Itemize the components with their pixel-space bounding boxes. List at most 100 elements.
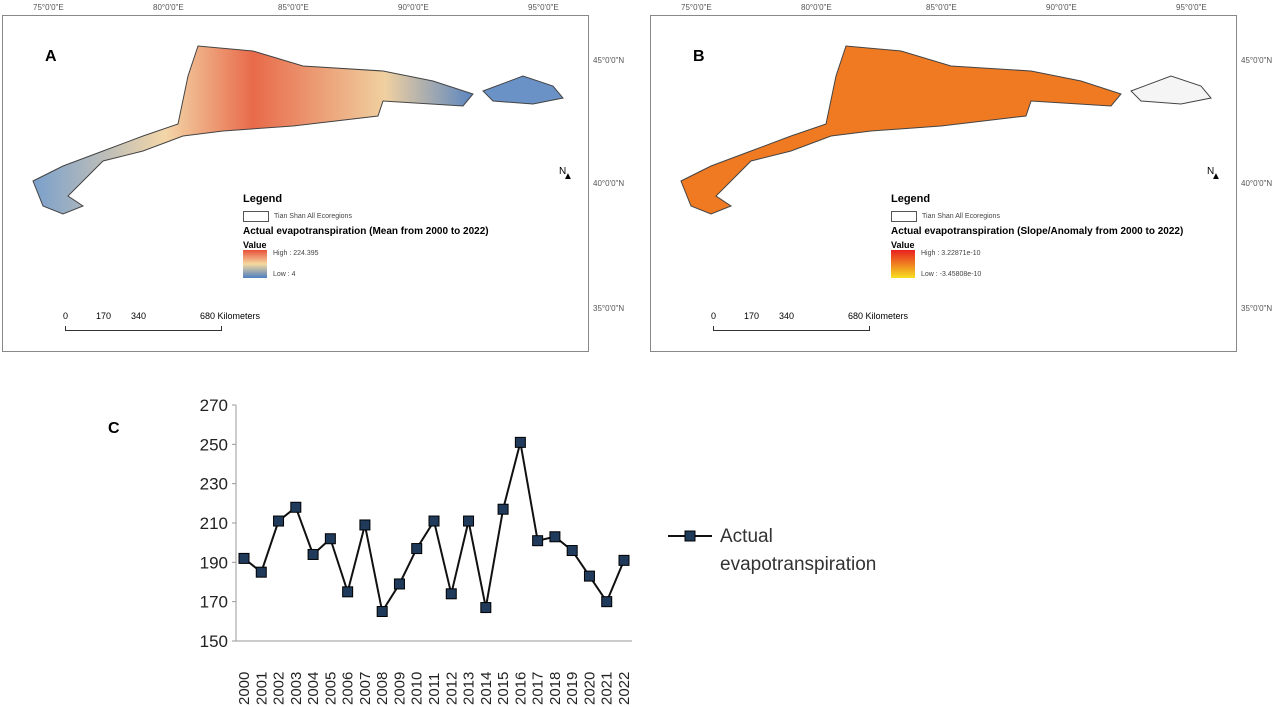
x-tick-label: 2019 (564, 672, 581, 705)
y-tick-label: 250 (200, 435, 228, 454)
value-label: Value (243, 240, 267, 250)
panel-letter: B (693, 48, 705, 65)
x-tick-label: 2017 (530, 672, 547, 705)
ecoregion-swatch (891, 211, 917, 222)
legend-title: Legend (243, 193, 283, 205)
region-map: ▲ (32, 45, 573, 215)
x-tick-label: 2006 (340, 672, 357, 705)
color-ramp (891, 250, 915, 278)
x-tick-label: 2013 (461, 672, 478, 705)
data-point (549, 531, 561, 543)
x-tick-label: 2000 (236, 672, 253, 705)
lon-tick: 75°0'0"E (33, 3, 64, 12)
y-tick-label: 270 (200, 396, 228, 415)
scale-label: 170 (96, 311, 112, 321)
lon-tick: 75°0'0"E (681, 3, 712, 12)
y-tick-label: 190 (200, 553, 228, 572)
data-point (255, 566, 267, 578)
data-point (532, 535, 544, 547)
y-tick-label: 170 (200, 593, 228, 612)
x-tick-label: 2021 (599, 672, 616, 705)
ecoregion-swatch (243, 211, 269, 222)
x-tick-label: 2005 (322, 672, 339, 705)
lon-tick: 85°0'0"E (926, 3, 957, 12)
legend-title: Legend (891, 193, 931, 205)
data-point (601, 596, 613, 608)
lon-tick: 95°0'0"E (528, 3, 559, 12)
scale-bar (713, 326, 870, 331)
x-tick-label: 2011 (426, 673, 443, 705)
y-tick-label: 150 (200, 632, 228, 651)
x-tick-label: 2010 (409, 672, 426, 705)
lon-tick: 80°0'0"E (153, 3, 184, 12)
data-point (428, 515, 440, 527)
x-tick-label: 2015 (495, 672, 512, 705)
lat-tick: 40°0'0"N (1241, 179, 1273, 188)
map-panel-b: 75°0'0"E 80°0'0"E 85°0'0"E 90°0'0"E 95°0'0"E… (650, 3, 1272, 352)
lat-tick: 35°0'0"N (593, 304, 625, 313)
panel-letter: A (45, 48, 57, 65)
x-tick-label: 2001 (253, 672, 270, 705)
x-tick-label: 2018 (547, 672, 564, 705)
region-map: ▲ (680, 45, 1221, 215)
high-label: High : 3.22871e-10 (921, 250, 981, 257)
y-tick-label: 210 (200, 514, 228, 533)
x-tick-label: 2002 (271, 672, 288, 705)
scale-label: 170 (744, 311, 760, 321)
data-point (324, 533, 336, 545)
data-point (514, 436, 526, 448)
legend-label: Actual evapotranspiration (720, 526, 876, 575)
value-label: Value (891, 240, 915, 250)
x-tick-label: 2016 (512, 672, 529, 705)
lon-tick: 90°0'0"E (398, 3, 429, 12)
lon-tick: 95°0'0"E (1176, 3, 1207, 12)
data-point (290, 501, 302, 513)
low-label: Low : -3.45808e-10 (921, 271, 982, 278)
lon-tick: 80°0'0"E (801, 3, 832, 12)
data-point (618, 554, 630, 566)
map-legend: Legend Tian Shan All Ecoregions Actual e… (891, 193, 1183, 278)
lat-tick: 45°0'0"N (593, 56, 625, 65)
data-point (566, 545, 578, 557)
layer-title: Actual evapotranspiration (Slope/Anomaly… (891, 226, 1184, 237)
x-tick-label: 2004 (305, 672, 322, 705)
scale-label: 340 (131, 311, 147, 321)
data-point (393, 578, 405, 590)
data-point (445, 588, 457, 600)
data-point (307, 548, 319, 560)
data-point (376, 606, 388, 617)
data-point (273, 515, 285, 527)
scale-bar (65, 326, 222, 331)
scale-label: 680 Kilometers (848, 311, 909, 321)
x-tick-label: 2008 (374, 672, 391, 705)
x-tick-label: 2014 (478, 672, 495, 705)
north-label: N (559, 166, 567, 177)
north-arrow-icon: ▲ (1211, 171, 1221, 182)
north-arrow-icon: ▲ (563, 171, 573, 182)
ecoregion-label: Tian Shan All Ecoregions (922, 213, 1000, 220)
scale-label: 0 (711, 311, 717, 321)
scale-label: 680 Kilometers (200, 311, 261, 321)
color-ramp (243, 250, 267, 278)
scale-label: 0 (63, 311, 69, 321)
lon-tick: 90°0'0"E (1046, 3, 1077, 12)
x-tick-label: 2009 (391, 672, 408, 705)
data-point (583, 570, 595, 582)
lat-tick: 45°0'0"N (1241, 56, 1273, 65)
high-label: High : 224.395 (273, 250, 319, 257)
x-tick-label: 2012 (443, 672, 460, 705)
panel-letter-c: C (108, 420, 120, 437)
data-point (238, 552, 250, 564)
x-tick-label: 2020 (581, 672, 598, 705)
low-label: Low : 4 (273, 271, 296, 278)
data-point (359, 519, 371, 531)
scale-label: 340 (779, 311, 795, 321)
data-point (463, 515, 475, 527)
north-label: N (1207, 166, 1215, 177)
lon-tick: 85°0'0"E (278, 3, 309, 12)
layer-title: Actual evapotranspiration (Mean from 200… (243, 226, 489, 237)
data-point (411, 543, 423, 555)
series-line (243, 442, 625, 615)
ecoregion-label: Tian Shan All Ecoregions (274, 213, 352, 220)
